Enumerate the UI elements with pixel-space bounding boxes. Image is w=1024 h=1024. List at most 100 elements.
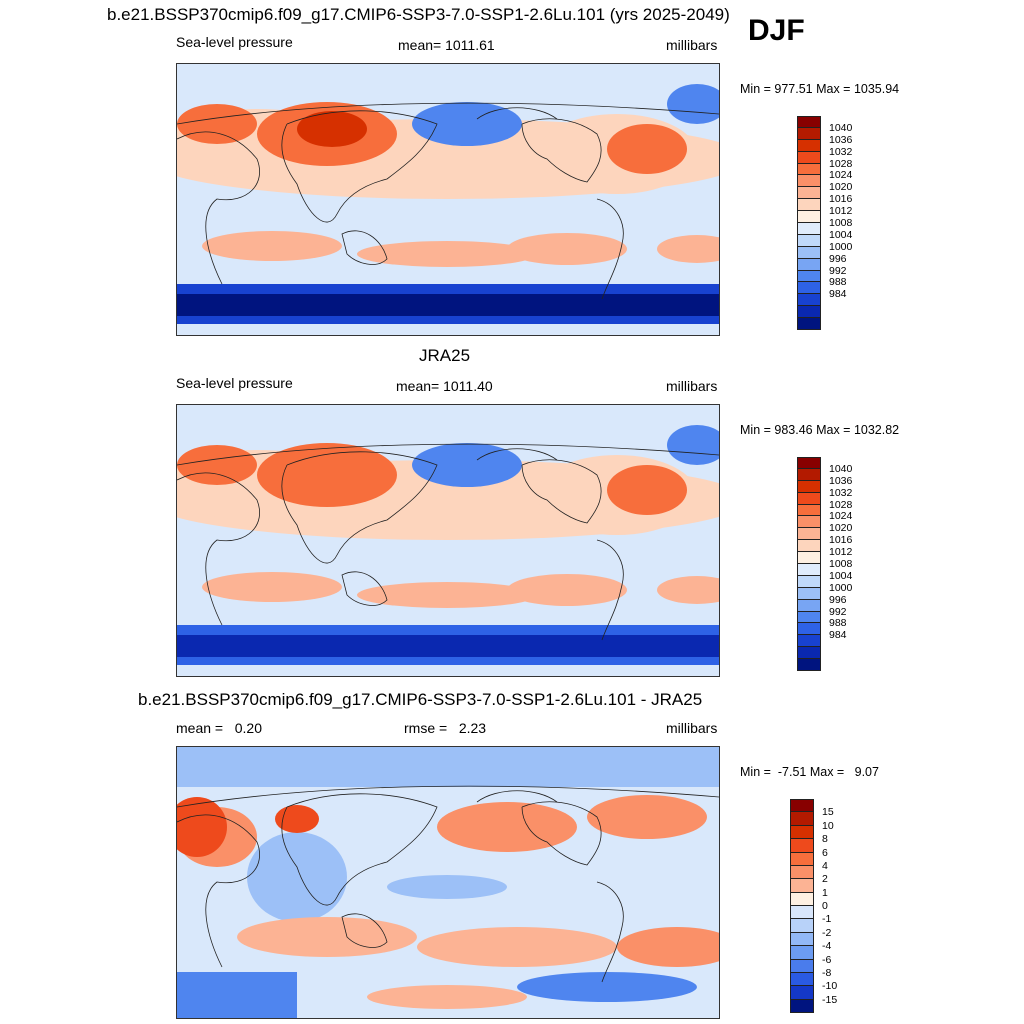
colorbar-swatch [790,825,814,840]
colorbar-tick-label: -6 [822,953,832,966]
colorbar-tick-label: 0 [822,900,828,912]
colorbar-swatch [797,480,821,493]
colorbar-swatch [797,647,821,660]
contour-region-antarctic-negative [177,972,297,1018]
colorbar-tick-label: 1000 [829,240,853,253]
colorbar-tick-label: 1032 [829,486,853,499]
contour-region-subtropical-highs [202,231,342,261]
colorbar-swatch [797,318,821,330]
colorbar-tick-label: 1036 [829,474,853,487]
colorbar-model: 1040 1036 1032 1028 1024 1020 1016 1012 1008 1004… [797,116,857,330]
coastline [341,913,388,948]
contour-region-siberian-high [607,124,687,174]
colorbar-swatch [797,504,821,517]
colorbar-swatch [797,552,821,564]
colorbar-tick-label: -1 [822,913,832,926]
colorbar-swatch [797,659,821,671]
colorbar-tick-label: 1012 [829,205,853,218]
colorbar-tick-label: 1028 [829,157,853,170]
colorbar-tick-label: 1016 [829,534,853,547]
contour-region-siberian-high [607,465,687,515]
sea-level-pressure-map-diff [177,747,719,1018]
colorbar-swatch [790,972,814,987]
colorbar-tick-label: 2 [822,873,828,886]
colorbar-tick-label: 1012 [829,546,853,559]
contour-region-subtropical-highs [657,576,719,604]
colorbar-swatch [797,294,821,307]
contour-region-southern-positive [237,917,417,957]
coastline [341,230,388,265]
contour-region-aleutian-low [412,443,522,487]
colorbar-swatch [797,258,821,271]
colorbar-swatch [790,892,814,906]
coastline [596,881,624,983]
coastline [177,131,260,285]
coastline [596,198,624,300]
colorbar-swatch [790,946,814,960]
panel-model-units: millibars [666,37,718,53]
colorbar-swatch [797,492,821,505]
colorbar-tick-label: 1004 [829,228,853,241]
panel-diff-map [176,746,720,1019]
colorbar-swatch [797,635,821,648]
colorbar-tick-label: 4 [822,859,828,872]
colorbar-tick-label: 1016 [829,193,853,206]
panel-obs-mean: mean= 1011.40 [396,378,493,394]
colorbar-swatch [797,540,821,553]
colorbar-tick-label: 1000 [829,581,853,594]
colorbar-swatch [797,468,821,481]
coastline [177,785,719,808]
colorbar-tick-label: 1040 [829,462,853,475]
colorbar-swatch [797,623,821,636]
colorbar-tick-label: 1020 [829,522,853,535]
contour-region-southern-positive [367,985,527,1009]
panel-model-minmax: Min = 977.51 Max = 1035.94 [740,82,900,96]
contour-region-aleutian-low [667,84,719,124]
contour-region-siberian-high [257,443,397,507]
coastline [596,539,624,641]
colorbar-swatch [797,516,821,529]
colorbar-tick-label: 1008 [829,217,853,229]
coastline [521,459,602,524]
colorbar-tick-label: 1040 [829,121,853,134]
colorbar-tick-label: 1 [822,886,828,899]
colorbar-swatch [790,919,814,933]
contour-region-siberian-high [177,445,257,485]
colorbar-swatch [790,959,814,973]
panel-obs-units: millibars [666,378,718,394]
colorbar-tick-label: 996 [829,252,847,265]
colorbar-swatch [797,127,821,140]
contour-region-southern-ocean-core [177,294,719,316]
contour-region-arctic-negative [177,747,719,787]
colorbar-swatch [797,163,821,176]
colorbar-swatch [797,151,821,164]
contour-region-midlat-positive [587,795,707,839]
contour-region-subtropical-highs [507,233,627,265]
coastline [476,790,558,803]
colorbar-swatch [797,575,821,588]
contour-region-aleutian-low [667,425,719,465]
colorbar-swatch [790,839,814,853]
colorbar-tick-label: -10 [822,980,838,993]
panel-obs-minmax: Min = 983.46 Max = 1032.82 [740,423,900,437]
colorbar-tick-label: 10 [822,819,834,832]
colorbar-tick-label: 15 [822,806,834,819]
panel-diff-minmax: Min = -7.51 Max = 9.07 [740,765,879,779]
coastline [177,102,719,125]
colorbar-swatch [797,175,821,188]
colorbar-swatch [790,799,814,813]
colorbar-obs: 1040 1036 1032 1028 1024 1020 1016 1012 1008 1004… [797,457,857,671]
panel-obs-title: JRA25 [419,346,471,365]
coastline [521,801,602,866]
colorbar-swatch [797,139,821,152]
colorbar-swatch [790,906,814,920]
coastline [476,448,558,461]
colorbar-tick-label: 992 [829,605,847,618]
colorbar-swatch [790,986,814,1000]
colorbar-swatch [797,116,821,128]
colorbar-tick-label: 988 [829,617,847,630]
coastline [177,814,260,968]
contour-region-subtropical-highs [657,235,719,263]
contour-region-siberian-high [177,104,257,144]
contour-region-aleutian-low [412,102,522,146]
